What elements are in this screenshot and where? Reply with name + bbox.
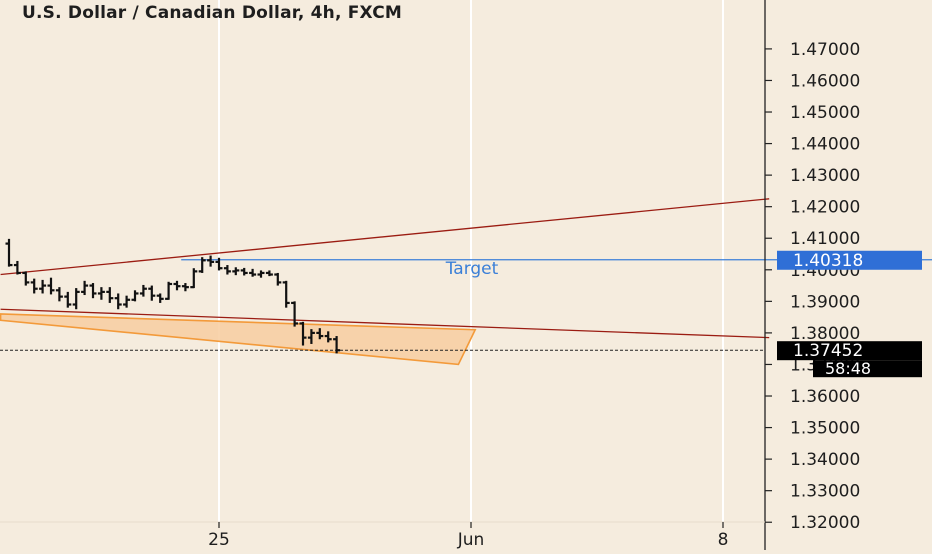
ohlc-bar — [299, 321, 307, 346]
price-tick-label: 1.33000 — [790, 482, 860, 502]
ohlc-bar — [13, 260, 21, 275]
price-tick-label: 1.36000 — [790, 387, 860, 407]
ohlc-bar — [316, 328, 324, 340]
price-tick-label: 1.39000 — [790, 292, 860, 312]
ohlc-bar — [165, 281, 173, 300]
ohlc-bar — [198, 257, 206, 273]
ohlc-bar — [181, 283, 189, 292]
ohlc-bar — [307, 329, 315, 344]
ohlc-bar — [257, 270, 265, 278]
lower-trendline — [0, 308, 770, 339]
ohlc-bar — [5, 238, 13, 267]
ohlc-bar — [291, 301, 299, 327]
ohlc-bar — [39, 279, 47, 294]
ohlc-bar — [139, 284, 147, 297]
chart-title: U.S. Dollar / Canadian Dollar, 4h, FXCM — [22, 3, 403, 23]
ohlc-bar — [72, 288, 80, 310]
price-tick-label: 1.34000 — [790, 450, 860, 470]
ohlc-bar — [207, 255, 215, 267]
ohlc-bar — [215, 257, 223, 271]
price-tick-label: 1.44000 — [790, 135, 860, 155]
ohlc-bar — [282, 280, 290, 308]
time-tick-label: 8 — [718, 530, 729, 550]
price-tick-label: 1.32000 — [790, 513, 860, 533]
time-tick-label: Jun — [457, 530, 485, 550]
price-tick-label: 1.41000 — [790, 229, 860, 249]
price-tick-label: 1.43000 — [790, 166, 860, 186]
price-tick-label: 1.45000 — [790, 103, 860, 123]
ohlc-bar — [81, 280, 89, 296]
ohlc-bar — [148, 285, 156, 301]
target-price-badge — [777, 250, 922, 270]
countdown-label: 58:48 — [825, 359, 871, 378]
countdown-badge — [813, 360, 922, 378]
ohlc-bar — [22, 271, 30, 286]
price-tick-label: 1.38000 — [790, 324, 860, 344]
ohlc-bar — [55, 287, 63, 302]
ohlc-bar — [97, 287, 105, 300]
ohlc-bar — [123, 295, 131, 308]
support-zone — [0, 313, 477, 366]
last-price-label: 1.37452 — [793, 341, 863, 361]
ohlc-bar — [333, 336, 341, 354]
upper-trendline — [0, 198, 770, 276]
ohlc-bar — [47, 277, 55, 295]
ohlc-bar — [114, 293, 122, 310]
price-tick-label: 1.47000 — [790, 40, 860, 60]
target-label: Target — [445, 259, 499, 279]
ohlc-bar — [30, 278, 38, 294]
ohlc-bar — [106, 287, 114, 303]
ohlc-bar — [190, 268, 198, 289]
ohlc-bar — [265, 270, 273, 277]
ohlc-bar — [173, 280, 181, 291]
ohlc-bar — [274, 272, 282, 286]
ohlc-bar — [324, 331, 332, 343]
price-tick-label: 1.42000 — [790, 198, 860, 218]
ohlc-bar — [240, 267, 248, 276]
price-tick-label: 1.46000 — [790, 71, 860, 91]
price-tick-label: 1.35000 — [790, 419, 860, 439]
ohlc-bar — [232, 267, 240, 276]
ohlc-bar — [156, 293, 164, 303]
ohlc-bar — [89, 283, 97, 299]
ohlc-bar — [64, 291, 72, 308]
ohlc-bar — [249, 268, 257, 277]
ohlc-bar — [131, 290, 139, 302]
ohlc-bar — [223, 265, 231, 275]
target-price-label: 1.40318 — [793, 251, 863, 271]
time-tick-label: 25 — [208, 530, 230, 550]
last-price-badge — [777, 341, 922, 361]
